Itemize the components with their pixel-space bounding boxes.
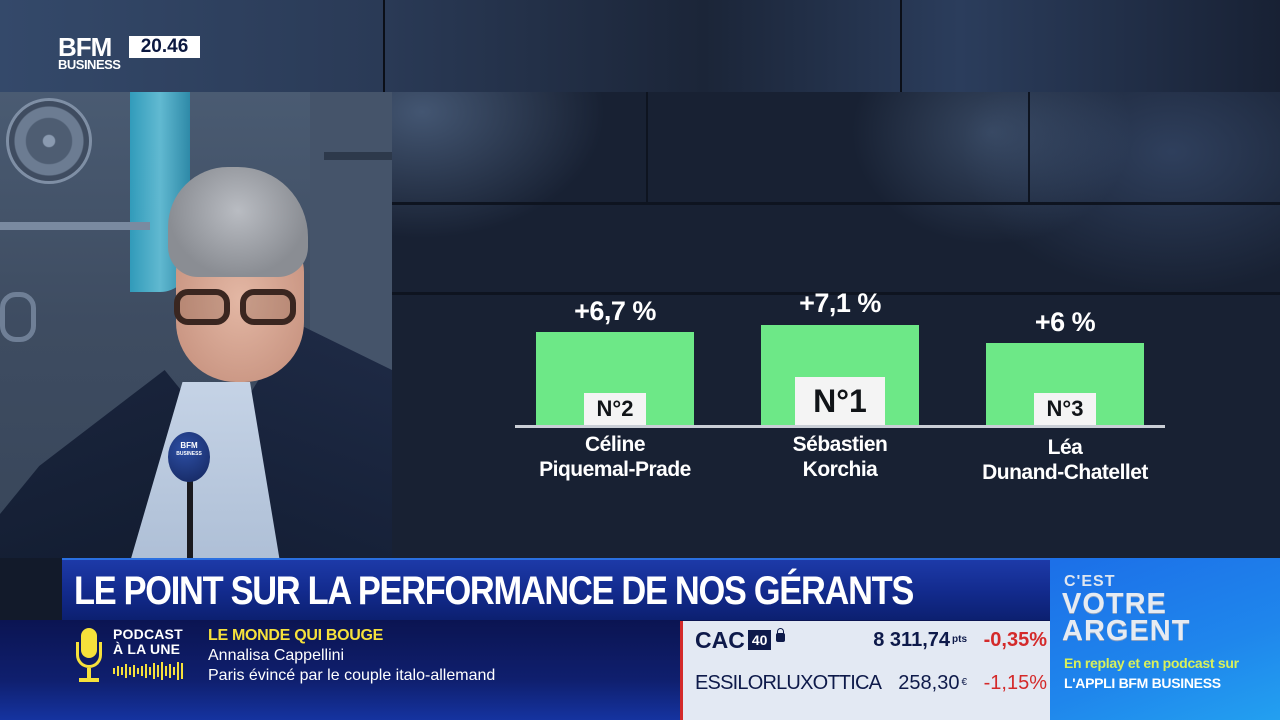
mic-foot [79, 678, 99, 682]
glasses-lens [240, 289, 296, 325]
market-ticker: CAC 40 8 311,74 pts -0,35% ESSILORLUXOTTIC… [680, 621, 1050, 720]
bar-label-line: Piquemal-Prade [539, 458, 691, 481]
ticker-name: CAC 40 [695, 625, 786, 655]
wall-seam [1028, 92, 1030, 202]
wall-seam [900, 0, 902, 92]
index-name: CAC [695, 627, 745, 653]
ticker-row-cac40: CAC 40 8 311,74 pts -0,35% [695, 625, 1047, 655]
vault-dial [6, 98, 92, 184]
ticker-change: -0,35% [983, 629, 1047, 651]
podcast-guest: Annalisa Cappellini [208, 647, 345, 664]
bar-label-line: Sébastien [792, 433, 888, 456]
promo-line1: C'EST [1064, 573, 1116, 590]
bar-group-celine: +6,7 % N°2 [515, 280, 735, 425]
promo-line2: VOTRE [1062, 588, 1167, 620]
rank-badge: N°2 [584, 393, 646, 425]
bar-value: +6 % [1034, 307, 1096, 337]
studio-background-top [0, 0, 1280, 92]
mic-logo-top: BFM [180, 441, 198, 450]
unit: € [961, 677, 967, 688]
wall-seam [383, 0, 385, 92]
promo-sub1: En replay et en podcast sur [1064, 655, 1239, 671]
clock: 20.46 [129, 36, 200, 58]
bar-label-line: Léa [1047, 436, 1083, 459]
logo-business: BUSINESS [58, 57, 121, 72]
ticker-value: 258,30 € [898, 668, 967, 698]
bar: N°1 [761, 325, 919, 425]
bar: N°2 [536, 332, 694, 425]
headline-banner: LE POINT SUR LA PERFORMANCE DE NOS GÉRAN… [62, 558, 1050, 620]
wall-seam [392, 202, 1280, 205]
panel-slot [324, 152, 392, 160]
guest-video: BFM BUSINESS [0, 92, 392, 558]
mic-logo-bottom: BUSINESS [176, 451, 202, 457]
bar-label: Sébastien Korchia [710, 432, 970, 482]
podcast-label-line1: PODCAST [113, 626, 183, 642]
audio-waveform-icon [113, 662, 183, 680]
guest-hair [168, 167, 308, 277]
bar-value: +7,1 % [799, 288, 881, 318]
lock-icon [776, 628, 786, 642]
performance-chart: +6,7 % N°2 +7,1 % N°1 +6 % N°3 Céline Pi… [515, 280, 1165, 490]
microphone-stand [187, 480, 193, 558]
headline-text: LE POINT SUR LA PERFORMANCE DE NOS GÉRAN… [74, 569, 914, 613]
promo-sub2: L'APPLI BFM BUSINESS [1064, 675, 1221, 691]
bar-group-lea: +6 % N°3 [965, 280, 1185, 425]
ticker-change: -1,15% [983, 672, 1047, 694]
value: 8 311,74 [873, 629, 950, 651]
mic-arc [76, 642, 102, 668]
vault-handle [0, 292, 36, 342]
logo-bfm: BFM [58, 32, 112, 62]
unit: pts [952, 634, 967, 645]
ticker-name: ESSILORLUXOTTICA [695, 672, 882, 694]
podcast-label: PODCAST À LA UNE [113, 627, 183, 657]
chart-baseline [515, 425, 1165, 428]
microphone-logo: BFM BUSINESS [172, 442, 206, 458]
podcast-microphone-icon [74, 628, 104, 684]
rank-badge: N°3 [1034, 393, 1096, 425]
ticker-row-essilor: ESSILORLUXOTTICA 258,30 € -1,15% [695, 668, 1047, 698]
value: 258,30 [898, 672, 960, 694]
bar-group-sebastien: +7,1 % N°1 [740, 280, 960, 425]
bar-label: Céline Piquemal-Prade [485, 432, 745, 482]
promo-panel: C'EST VOTRE ARGENT En replay et en podca… [1050, 558, 1280, 720]
bar-label-line: Korchia [802, 458, 878, 481]
wall-seam [646, 92, 648, 202]
bar-label: Léa Dunand-Chatellet [935, 435, 1195, 485]
vault-bar [0, 222, 150, 230]
bar: N°3 [986, 343, 1144, 425]
promo-line3: ARGENT [1062, 615, 1191, 647]
glasses-lens [174, 289, 230, 325]
podcast-label-line2: À LA UNE [113, 641, 181, 657]
guest-glasses [174, 289, 298, 329]
bar-label-line: Céline [584, 433, 646, 456]
podcast-subject: Paris évincé par le couple italo-alleman… [208, 667, 496, 684]
bar-value: +6,7 % [574, 296, 656, 326]
ticker-value: 8 311,74 pts [873, 625, 967, 655]
bar-label-line: Dunand-Chatellet [982, 461, 1148, 484]
index-badge: 40 [747, 630, 772, 650]
guest: BFM BUSINESS [0, 92, 392, 558]
rank-badge: N°1 [795, 377, 885, 425]
wall-seam [392, 292, 1280, 295]
podcast-show-title: LE MONDE QUI BOUGE [208, 627, 384, 644]
channel-logo: BFM BUSINESS [58, 32, 121, 72]
mic-stem [87, 668, 91, 678]
microphone-icon [168, 432, 210, 482]
